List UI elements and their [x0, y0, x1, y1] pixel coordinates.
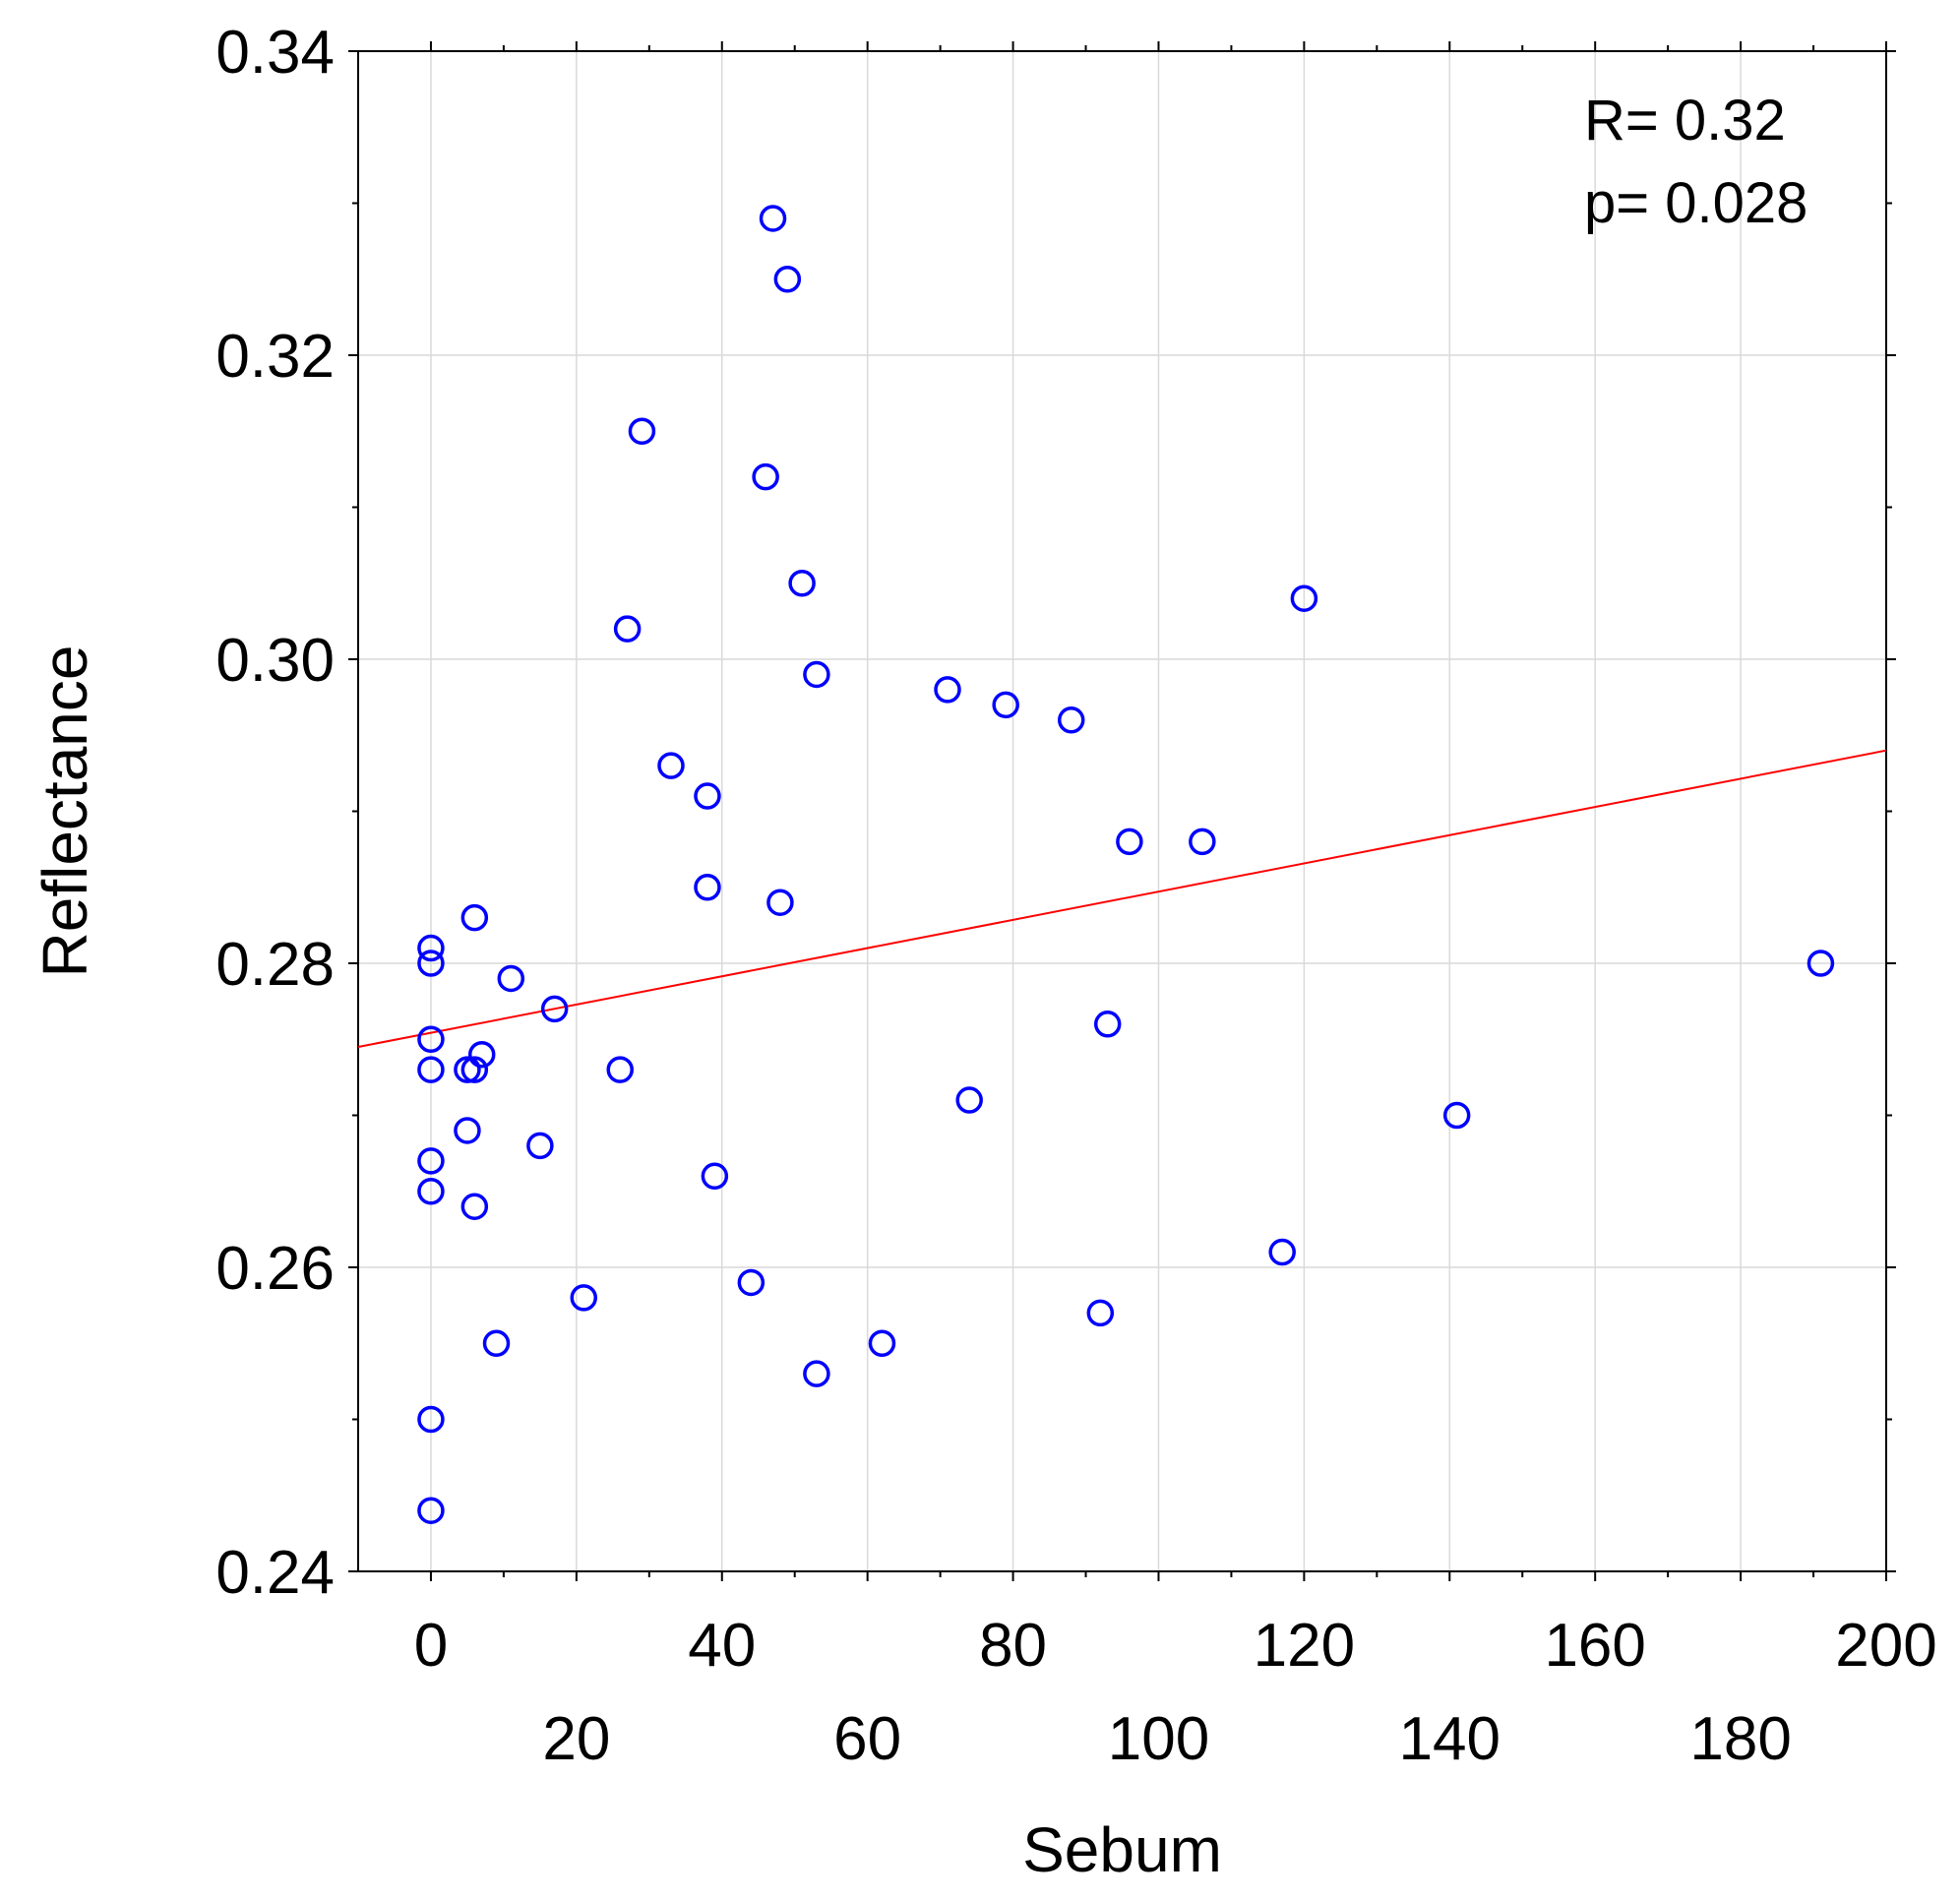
x-tick-label: 20 — [542, 1705, 610, 1773]
x-tick-labels: 0 20 40 60 80 100 120 140 160 180 200 — [414, 1612, 1937, 1773]
data-point — [417, 950, 445, 977]
y-tick-label: 0.32 — [215, 323, 335, 391]
data-point — [1807, 950, 1835, 977]
data-point — [570, 1284, 598, 1312]
x-tick-label: 60 — [833, 1705, 901, 1773]
data-point — [1189, 828, 1216, 856]
major-ticks — [348, 41, 1896, 1581]
data-point — [454, 1117, 481, 1144]
y-tick-labels: 0.24 0.26 0.28 0.30 0.32 0.34 — [215, 19, 335, 1607]
data-point — [803, 660, 830, 689]
data-point — [417, 1025, 445, 1053]
x-tick-label: 200 — [1835, 1612, 1936, 1680]
data-point — [934, 676, 961, 704]
p-value-annotation: p= 0.028 — [1584, 171, 1807, 235]
data-point — [657, 752, 685, 779]
data-point — [992, 691, 1019, 719]
x-tick-label: 100 — [1108, 1705, 1209, 1773]
data-point — [460, 1193, 489, 1220]
data-point — [694, 782, 721, 810]
plot-frame — [357, 50, 1887, 1572]
data-point — [766, 889, 794, 916]
data-point — [460, 903, 489, 932]
data-point — [1057, 706, 1085, 734]
r-value-annotation: R= 0.32 — [1584, 89, 1786, 153]
data-point — [955, 1086, 983, 1114]
data-point — [417, 1405, 445, 1434]
y-axis-title: Reflectance — [30, 645, 100, 978]
data-point — [417, 1147, 445, 1175]
data-point — [1116, 828, 1143, 856]
data-point — [417, 934, 445, 962]
data-point — [417, 1497, 445, 1524]
data-point — [1442, 1101, 1471, 1130]
data-point — [788, 570, 816, 597]
y-tick-label: 0.24 — [215, 1539, 335, 1607]
data-point — [868, 1329, 896, 1357]
data-point — [454, 1056, 481, 1083]
data-point — [1268, 1238, 1296, 1266]
y-tick-label: 0.26 — [215, 1235, 335, 1303]
data-point — [759, 205, 787, 232]
x-axis-title: Sebum — [1022, 1814, 1222, 1885]
x-tick-label: 160 — [1544, 1612, 1645, 1680]
regression-line — [357, 749, 1887, 1048]
data-point — [613, 615, 642, 643]
data-point — [467, 1040, 496, 1069]
data-point — [540, 995, 569, 1023]
minor-ticks — [352, 45, 1892, 1577]
data-point — [606, 1056, 634, 1083]
data-point — [737, 1268, 766, 1297]
data-point — [752, 462, 779, 491]
data-point — [628, 417, 656, 445]
x-tick-label: 0 — [414, 1612, 448, 1680]
data-point — [526, 1132, 554, 1160]
x-tick-label: 80 — [979, 1612, 1047, 1680]
data-point — [773, 266, 802, 293]
x-tick-label: 120 — [1254, 1612, 1355, 1680]
y-tick-label: 0.34 — [215, 19, 335, 87]
data-point — [460, 1056, 489, 1083]
data-point — [701, 1162, 729, 1191]
x-tick-label: 180 — [1689, 1705, 1791, 1773]
data-point — [482, 1329, 511, 1357]
data-point — [1290, 584, 1318, 612]
grid — [358, 50, 1887, 1572]
y-tick-label: 0.28 — [215, 931, 335, 999]
data-point — [1093, 1011, 1122, 1038]
data-points — [417, 205, 1835, 1524]
x-tick-label: 40 — [688, 1612, 756, 1680]
y-tick-label: 0.30 — [215, 627, 335, 695]
data-point — [694, 874, 721, 901]
data-point — [417, 1178, 445, 1205]
data-point — [417, 1056, 445, 1083]
data-point — [497, 964, 525, 993]
data-point — [803, 1360, 830, 1387]
x-tick-label: 140 — [1399, 1705, 1501, 1773]
data-point — [1086, 1299, 1115, 1327]
